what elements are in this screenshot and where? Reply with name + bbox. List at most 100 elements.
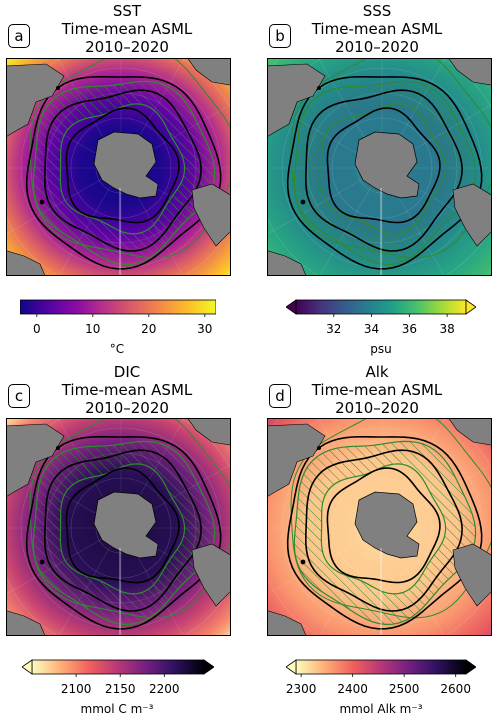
colorbar-tick-label: 30	[197, 322, 213, 336]
land-antarctica	[354, 131, 420, 199]
title-period: 2010–2020	[335, 399, 419, 417]
panel-c: DIC Time-mean ASML 2010–2020 c 2100 2150 2…	[0, 360, 250, 721]
title-subtitle: Time-mean ASML	[311, 20, 443, 38]
graticule-circle	[331, 117, 433, 219]
front-contour	[25, 76, 222, 270]
island-marker	[300, 199, 306, 205]
hatched-region	[32, 440, 216, 626]
colorbar-tick-label: 2200	[149, 682, 180, 696]
island-marker	[317, 86, 321, 90]
island-marker	[317, 446, 321, 450]
panel-title: SSS Time-mean ASML 2010–2020	[247, 2, 500, 56]
colorbar-tick-label: 36	[401, 322, 417, 336]
panel-title: DIC Time-mean ASML 2010–2020	[0, 363, 257, 417]
variable-name: SST	[112, 2, 142, 20]
front-contour	[304, 449, 463, 612]
land-africa	[267, 63, 326, 138]
panel-letter: c	[8, 384, 30, 408]
colorbar-extend-high	[465, 659, 476, 675]
colorbar-ramp	[20, 299, 216, 315]
land-africa	[6, 423, 65, 498]
hatched-region	[293, 440, 477, 626]
colorbar-label: mmol Alk m⁻³	[339, 702, 423, 716]
colorbar-tick-label: 32	[326, 322, 342, 336]
colorbar-tick-label: 2150	[104, 682, 136, 696]
variable-name: Alk	[365, 363, 389, 381]
land-new-zealand	[191, 183, 231, 247]
colorbar-tick-label: 0	[32, 322, 41, 336]
panel-a: SST Time-mean ASML 2010–2020 a 0 10 20 30 °…	[0, 0, 250, 360]
front-contour	[286, 76, 483, 270]
colorbar-ticks: 2300 2400 2500 2600	[286, 682, 476, 698]
colorbar-tick-label: 2300	[285, 682, 317, 696]
front-contour	[286, 436, 483, 630]
colorbar-extend-low	[286, 299, 297, 315]
colorbar-ticks: 32 34 36 38	[286, 322, 476, 338]
island-marker	[300, 559, 306, 565]
colorbar-extend-high	[203, 659, 214, 675]
panel-letter: d	[269, 384, 291, 408]
colorbar-sss	[286, 299, 476, 317]
land-australia	[267, 250, 307, 276]
island-marker	[56, 446, 60, 450]
land-australia	[6, 610, 46, 636]
colorbar-ramp	[295, 299, 467, 315]
land-antarctica	[93, 491, 159, 559]
front-contour	[25, 436, 222, 630]
front-contour	[326, 107, 441, 224]
land-new-zealand	[191, 543, 231, 607]
front-contour	[326, 467, 441, 584]
graticule-circle	[70, 117, 172, 219]
front-contour	[304, 89, 463, 252]
island-marker	[39, 559, 45, 565]
graticule-circle	[331, 477, 433, 579]
colorbar-label: °C	[109, 342, 125, 356]
colorbar-label: mmol C m⁻³	[80, 702, 154, 716]
map-frame	[267, 58, 492, 276]
colorbar-tick-label: 34	[363, 322, 380, 336]
map-sss	[267, 58, 492, 276]
map-sst	[6, 58, 231, 276]
title-period: 2010–2020	[85, 38, 169, 56]
variable-name: DIC	[113, 363, 141, 381]
title-subtitle: Time-mean ASML	[61, 20, 193, 38]
colorbar-extend-low	[22, 659, 33, 675]
colorbar-extend-low	[286, 659, 297, 675]
colorbar-alk	[286, 659, 476, 677]
land-africa	[6, 63, 65, 138]
map-frame	[6, 58, 231, 276]
panel-title: Alk Time-mean ASML 2010–2020	[247, 363, 500, 417]
colorbar-tick-label: 2100	[60, 682, 92, 696]
colorbar-extend-high	[465, 299, 476, 315]
front-contour	[43, 449, 202, 612]
land-south-america	[187, 418, 231, 446]
island-marker	[56, 86, 60, 90]
front-contour	[43, 89, 202, 252]
panel-title: SST Time-mean ASML 2010–2020	[0, 2, 257, 56]
panel-d: Alk Time-mean ASML 2010–2020 d 2300 2400 2…	[250, 360, 500, 721]
title-subtitle: Time-mean ASML	[311, 381, 443, 399]
graticule-circle	[70, 477, 172, 579]
colorbar-tick-label: 38	[439, 322, 455, 336]
colorbar-tick-label: 2500	[388, 682, 420, 696]
map-alk	[267, 418, 492, 636]
colorbar-tick-label: 2600	[440, 682, 471, 696]
land-australia	[267, 610, 307, 636]
colorbar-dic	[22, 659, 214, 677]
hatched-region	[32, 80, 216, 266]
front-contour	[65, 107, 180, 224]
front-contour	[65, 467, 180, 584]
land-antarctica	[93, 131, 159, 199]
land-south-america	[448, 418, 492, 446]
title-period: 2010–2020	[85, 399, 169, 417]
map-dic	[6, 418, 231, 636]
colorbar-tick-label: 20	[141, 322, 157, 336]
land-south-america	[448, 58, 492, 86]
land-new-zealand	[452, 543, 492, 607]
variable-name: SSS	[362, 2, 392, 20]
colorbar-sst	[20, 299, 216, 317]
map-frame	[6, 418, 231, 636]
hatched-region	[293, 80, 477, 266]
panel-letter: a	[8, 24, 30, 48]
title-period: 2010–2020	[335, 38, 419, 56]
